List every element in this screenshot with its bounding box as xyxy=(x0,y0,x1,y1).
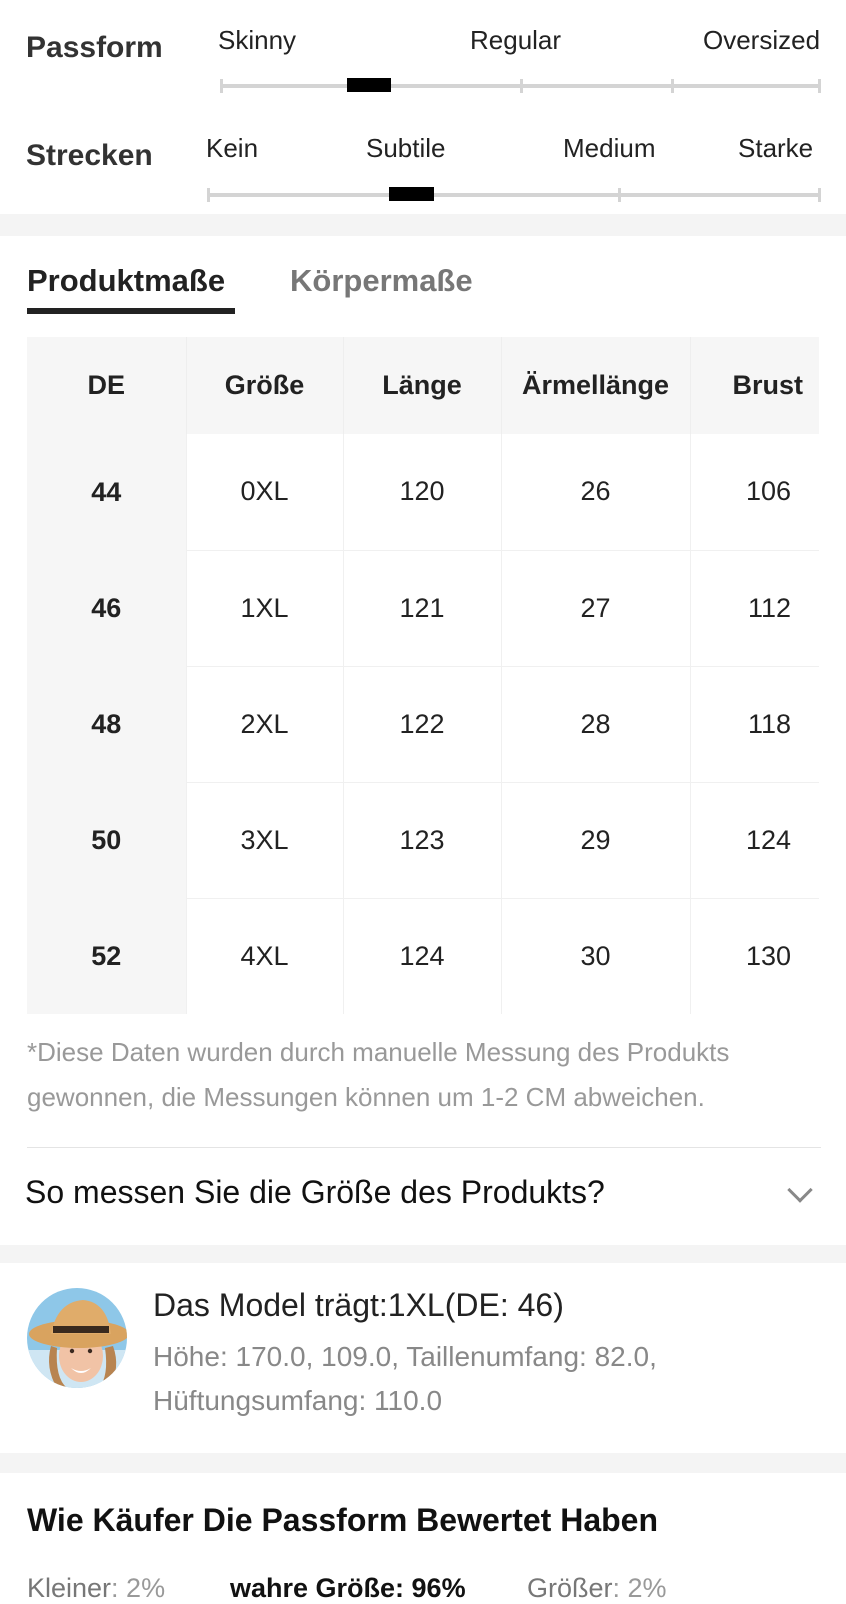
fit-ratings-title: Wie Käufer Die Passform Bewertet Haben xyxy=(27,1502,659,1538)
table-cell: 30 xyxy=(501,898,691,1014)
table-row: 48 2XL 122 28 118 xyxy=(27,666,819,783)
stretch-option-subtile: Subtile xyxy=(366,133,446,163)
table-cell: 122 xyxy=(343,666,502,783)
fit-slider-tick xyxy=(818,79,821,93)
stretch-slider-indicator xyxy=(389,187,434,201)
table-cell: 2XL xyxy=(186,666,344,783)
table-cell: 0XL xyxy=(186,434,344,551)
section-gap xyxy=(0,1245,846,1263)
table-cell: 4XL xyxy=(186,898,344,1014)
fit-option-regular: Regular xyxy=(470,25,562,55)
size-table: DE Größe Länge Ärmellänge Brust 44 0XL 1… xyxy=(27,337,819,1014)
table-cell: 124 xyxy=(690,782,819,899)
rating-larger: Größer: 2% xyxy=(527,1573,667,1604)
table-row: 50 3XL 123 29 124 xyxy=(27,782,819,899)
table-cell: 123 xyxy=(343,782,502,899)
fit-slider-tick xyxy=(220,79,223,93)
model-photo xyxy=(27,1288,127,1388)
stretch-label: Strecken xyxy=(26,139,153,172)
active-tab-indicator xyxy=(27,308,235,314)
table-cell: 130 xyxy=(690,898,819,1014)
column-header-de: DE xyxy=(27,337,187,434)
table-cell-de: 52 xyxy=(27,898,187,1014)
section-gap xyxy=(0,1453,846,1473)
divider xyxy=(27,1147,821,1148)
rating-true-size-label: wahre Größe xyxy=(230,1573,396,1603)
rating-larger-value: : 2% xyxy=(612,1573,667,1603)
column-header-chest: Brust xyxy=(690,337,819,434)
column-header-length: Länge xyxy=(343,337,502,434)
table-cell: 29 xyxy=(501,782,691,899)
fit-section: Passform Skinny Regular Oversized Streck… xyxy=(0,0,846,214)
measurement-disclaimer: *Diese Daten wurden durch manuelle Messu… xyxy=(27,1037,730,1112)
rating-larger-label: Größer xyxy=(527,1573,613,1603)
tab-product-measurements[interactable]: Produktmaße xyxy=(27,263,226,298)
rating-smaller-label: Kleiner xyxy=(27,1573,112,1603)
rating-true-size: wahre Größe: 96% xyxy=(230,1573,466,1604)
table-cell: 27 xyxy=(501,550,691,667)
table-cell: 28 xyxy=(501,666,691,783)
fit-option-oversized: Oversized xyxy=(703,25,821,55)
table-cell: 118 xyxy=(690,666,819,783)
fit-ratings-section xyxy=(0,1473,846,1600)
stretch-slider-tick xyxy=(207,188,210,202)
rating-smaller-value: : 2% xyxy=(111,1573,166,1603)
avatar xyxy=(27,1288,127,1388)
how-to-measure-label: So messen Sie die Größe des Produkts? xyxy=(25,1174,605,1210)
table-row: 52 4XL 124 30 130 xyxy=(27,898,819,1014)
table-cell-de: 50 xyxy=(27,782,187,898)
column-header-size: Größe xyxy=(186,337,344,434)
table-cell: 120 xyxy=(343,434,502,551)
stretch-option-kein: Kein xyxy=(206,133,259,163)
stretch-slider-tick xyxy=(618,188,621,202)
tab-body-measurements[interactable]: Körpermaße xyxy=(290,263,473,298)
section-gap xyxy=(0,214,846,236)
table-header-row: DE Größe Länge Ärmellänge Brust xyxy=(27,337,819,434)
table-cell: 112 xyxy=(690,550,819,667)
fit-option-skinny: Skinny xyxy=(218,25,297,55)
table-cell: 26 xyxy=(501,434,691,551)
stretch-option-starke: Starke xyxy=(738,133,814,163)
table-cell: 121 xyxy=(343,550,502,667)
model-section xyxy=(0,1263,846,1453)
table-row: 46 1XL 121 27 112 xyxy=(27,550,819,667)
fit-slider-indicator xyxy=(347,78,391,92)
table-cell: 3XL xyxy=(186,782,344,899)
table-cell-de: 46 xyxy=(27,550,187,666)
stretch-row: Strecken Kein Subtile Medium Starke xyxy=(0,107,846,214)
column-header-sleeve-length: Ärmellänge xyxy=(501,337,691,434)
table-cell-de: 44 xyxy=(27,434,187,550)
table-cell-de: 48 xyxy=(27,666,187,782)
fit-row: Passform Skinny Regular Oversized xyxy=(0,0,846,107)
stretch-slider-track xyxy=(207,193,821,197)
model-measurements: Höhe: 170.0, 109.0, Taillenumfang: 82.0,… xyxy=(153,1341,657,1416)
table-cell: 124 xyxy=(343,898,502,1014)
table-cell: 1XL xyxy=(186,550,344,667)
stretch-option-medium: Medium xyxy=(563,133,656,163)
table-cell: 106 xyxy=(690,434,819,551)
fit-slider-tick xyxy=(520,79,523,93)
rating-smaller: Kleiner: 2% xyxy=(27,1573,165,1604)
rating-true-size-value: : 96% xyxy=(395,1573,466,1603)
stretch-slider-tick xyxy=(818,188,821,202)
fit-slider-tick xyxy=(671,79,674,93)
model-size-title: Das Model trägt:1XL(DE: 46) xyxy=(153,1287,564,1323)
table-row: 44 0XL 120 26 106 xyxy=(27,434,819,551)
fit-label: Passform xyxy=(26,31,163,64)
